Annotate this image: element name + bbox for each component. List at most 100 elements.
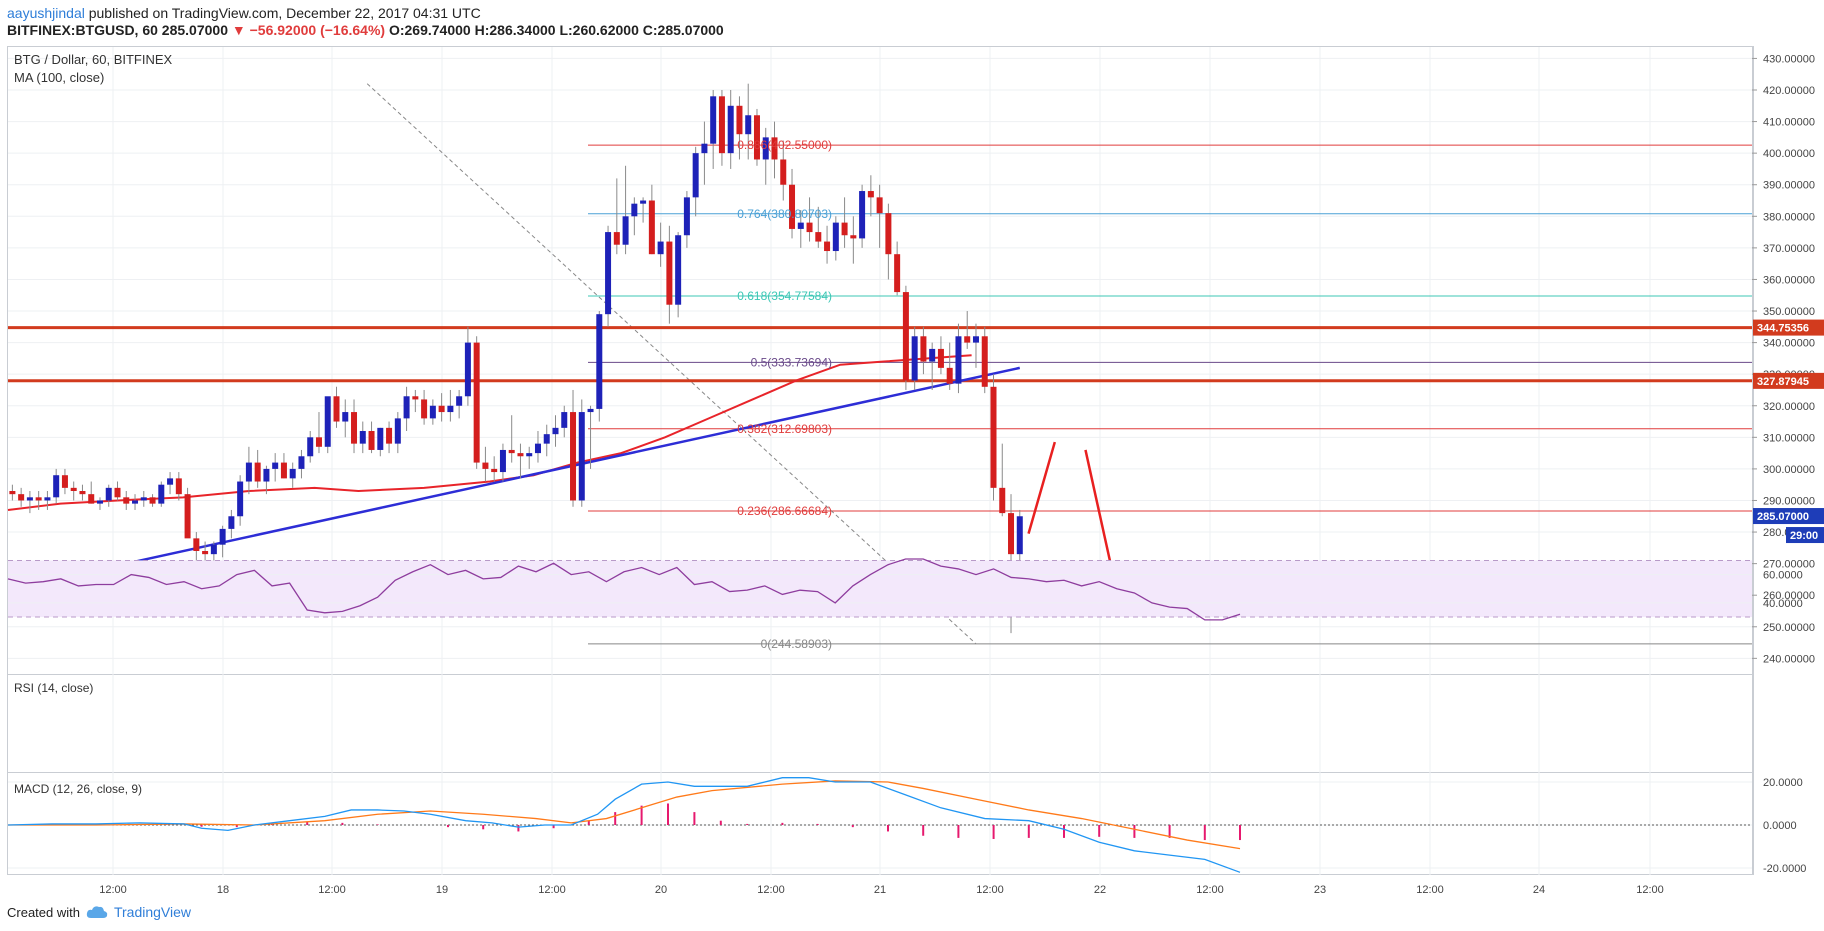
- low-label: L:: [559, 22, 573, 38]
- time-tick-label: 12:00: [1636, 884, 1664, 896]
- bearish-candle: [894, 254, 901, 293]
- bullish-candle: [727, 105, 734, 154]
- bullish-candle: [972, 336, 979, 343]
- bullish-candle: [955, 336, 962, 384]
- bearish-candle: [438, 405, 445, 413]
- bearish-candle: [946, 367, 953, 384]
- projection-arrow-line: [1027, 441, 1057, 534]
- open-label: O:: [388, 22, 405, 38]
- bullish-candle: [245, 462, 252, 482]
- bearish-candle: [421, 399, 428, 419]
- fibonacci-labels: 0.886(402.55000) 0.764(380.80703) 0.618(35…: [737, 138, 832, 651]
- bullish-candle: [578, 412, 585, 501]
- bullish-candle: [1016, 516, 1023, 555]
- bullish-candle: [710, 96, 717, 144]
- bearish-candle: [473, 342, 480, 463]
- price-tags: 344.75356 327.87945 285.07000 29:00: [1753, 319, 1824, 544]
- bullish-candle: [105, 487, 112, 501]
- created-with-text: Created with: [7, 904, 80, 920]
- resistance-lines: [8, 326, 1752, 383]
- bullish-candle: [394, 418, 401, 444]
- bullish-candle: [210, 544, 217, 555]
- price-tick-label: 250.00000: [1763, 622, 1815, 634]
- bullish-candle: [701, 143, 708, 154]
- bearish-candle: [508, 449, 515, 454]
- bullish-candle: [272, 462, 279, 469]
- time-tick-label: 23: [1314, 884, 1326, 896]
- bullish-candle: [526, 453, 533, 457]
- bullish-candle: [237, 481, 244, 517]
- bearish-candle: [61, 475, 68, 488]
- price-tick-label: 430.00000: [1763, 53, 1815, 65]
- price-tick-label: 350.00000: [1763, 306, 1815, 318]
- macd-tick-label: -20.0000: [1763, 863, 1806, 875]
- rsi-legend: RSI (14, close): [14, 681, 93, 695]
- time-tick-label: 21: [874, 884, 886, 896]
- bullish-candle: [552, 427, 559, 435]
- bearish-candle: [517, 453, 524, 457]
- resistance-price-tag-bg: [1753, 319, 1824, 336]
- bearish-candle: [1008, 513, 1015, 555]
- bearish-candle: [175, 478, 182, 495]
- bullish-candle: [53, 475, 60, 498]
- bullish-candle: [692, 153, 699, 198]
- bearish-candle: [70, 487, 77, 492]
- time-tick-label: 12:00: [538, 884, 566, 896]
- bullish-candle: [298, 456, 305, 469]
- bearish-candle: [718, 96, 725, 154]
- bullish-candle: [263, 468, 270, 482]
- rsi-tick-label: 40.0000: [1763, 598, 1803, 610]
- bullish-candle: [534, 443, 541, 454]
- resistance-price-tag: 327.87945: [1757, 376, 1809, 388]
- bullish-candle: [26, 497, 33, 501]
- macd-legend: MACD (12, 26, close, 9): [14, 782, 142, 796]
- bullish-candle: [929, 348, 936, 362]
- bullish-candle: [631, 203, 638, 217]
- grid-lines: [8, 47, 1752, 875]
- trendline: [104, 366, 1021, 570]
- bullish-candle: [859, 191, 866, 239]
- bullish-candle: [377, 427, 384, 450]
- price-tick-label: 420.00000: [1763, 85, 1815, 97]
- bearish-candle: [753, 115, 760, 160]
- countdown-tag-bg: [1786, 527, 1824, 544]
- bearish-candle: [806, 222, 813, 233]
- bullish-candle: [832, 222, 839, 252]
- bullish-candle: [911, 336, 918, 381]
- macd-line: [7, 777, 1241, 873]
- bullish-candle: [359, 431, 366, 444]
- fibonacci-retracement: [366, 83, 1752, 645]
- bearish-candle: [202, 550, 209, 555]
- bearish-candle: [937, 348, 944, 368]
- bullish-candle: [167, 478, 174, 485]
- ma-legend: MA (100, close): [14, 70, 104, 85]
- time-tick-label: 18: [217, 884, 229, 896]
- bullish-candle: [622, 216, 629, 245]
- bearish-candle: [885, 213, 892, 255]
- bearish-candle: [184, 494, 191, 539]
- tradingview-link[interactable]: TradingView: [113, 904, 192, 920]
- tradingview-cloud-icon: [86, 906, 108, 918]
- bearish-candle: [9, 491, 16, 495]
- bullish-candle: [403, 396, 410, 419]
- fib-level-label: 0(244.58903): [761, 637, 832, 651]
- close-value: 285.07000: [657, 22, 724, 38]
- bullish-candle: [158, 484, 165, 504]
- author-link[interactable]: aayushjindal: [7, 5, 85, 21]
- high-label: H:: [474, 22, 490, 38]
- chart-header: aayushjindal published on TradingView.co…: [0, 0, 1824, 46]
- time-tick-label: 12:00: [99, 884, 127, 896]
- bullish-candle: [762, 137, 769, 160]
- last-price-tag-bg: [1753, 508, 1824, 525]
- time-tick-label: 12:00: [1196, 884, 1224, 896]
- bearish-candle: [570, 412, 577, 501]
- bullish-candle: [429, 405, 436, 419]
- bullish-candle: [140, 497, 147, 501]
- bearish-candle: [79, 491, 86, 495]
- resistance-price-tag: 344.75356: [1757, 323, 1809, 335]
- fib-level-label: 0.764(380.80703): [737, 207, 832, 221]
- bearish-candle: [114, 487, 121, 498]
- bearish-candle: [333, 396, 340, 422]
- bearish-candle: [902, 292, 909, 381]
